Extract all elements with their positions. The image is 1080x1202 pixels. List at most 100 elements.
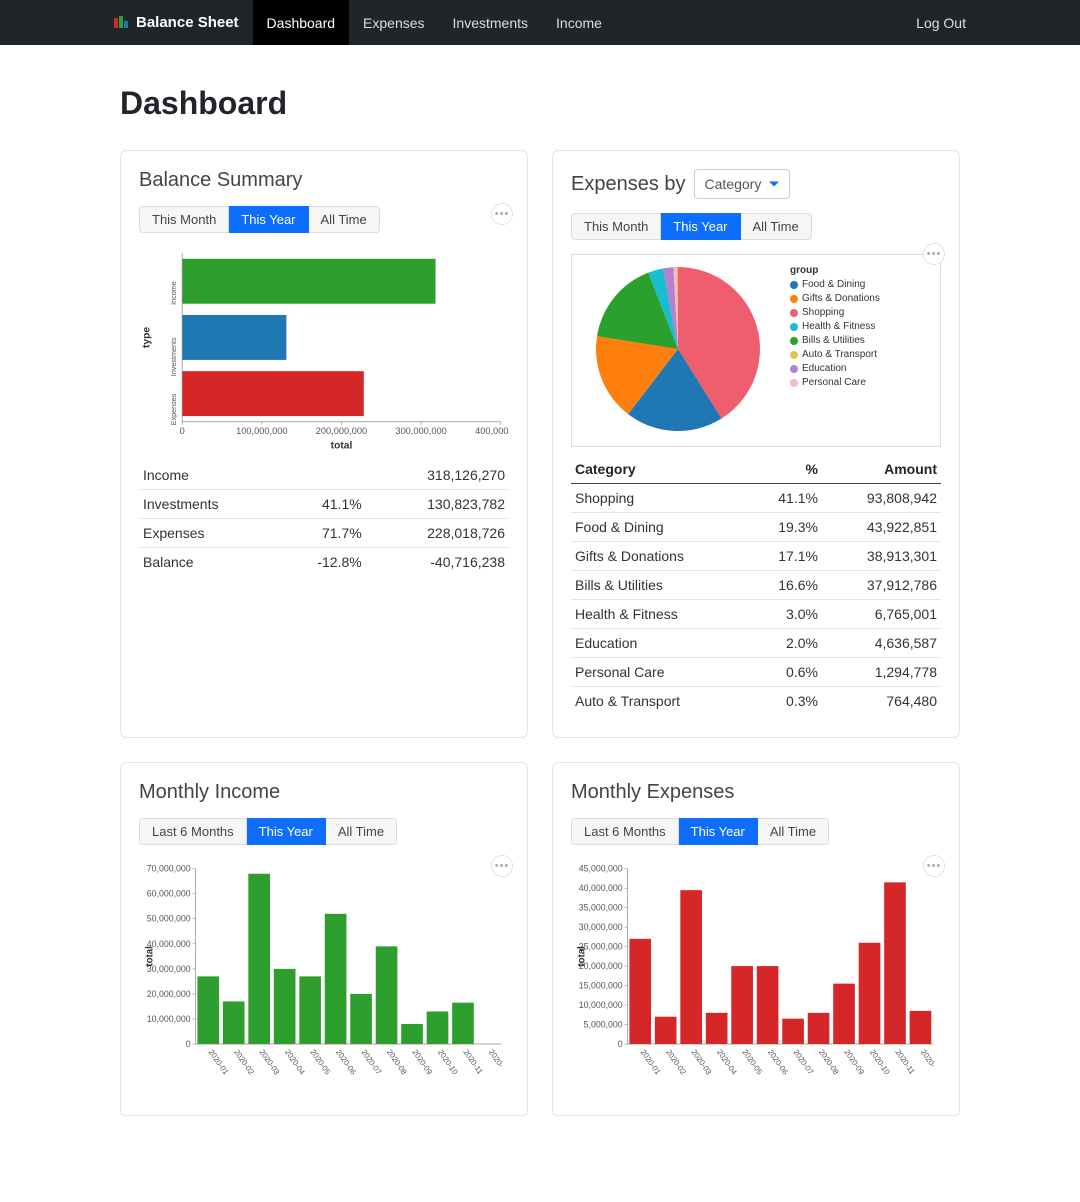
svg-text:45,000,000: 45,000,000	[579, 864, 623, 874]
logout-link[interactable]: Log Out	[902, 0, 980, 45]
more-icon[interactable]: •••	[491, 203, 513, 225]
filter-button[interactable]: All Time	[326, 818, 397, 845]
filter-button[interactable]: This Month	[571, 213, 661, 240]
expenses-by-card: Expenses by Category This MonthThis Year…	[552, 150, 960, 738]
svg-text:2020-08: 2020-08	[385, 1048, 409, 1077]
expenses-by-title: Expenses by	[571, 173, 686, 196]
table-row: Income318,126,270	[139, 461, 509, 490]
legend-item: Education	[790, 362, 880, 376]
table-row: Gifts & Donations17.1%38,913,301	[571, 542, 941, 571]
legend-item: Health & Fitness	[790, 320, 880, 334]
filter-button[interactable]: All Time	[309, 206, 380, 233]
svg-text:2020-04: 2020-04	[715, 1048, 739, 1077]
svg-text:2020-07: 2020-07	[791, 1048, 815, 1077]
filter-button[interactable]: All Time	[758, 818, 829, 845]
monthly-income-filter-group: Last 6 MonthsThis YearAll Time	[139, 818, 397, 845]
navbar: Balance Sheet DashboardExpensesInvestmen…	[0, 0, 1080, 45]
balance-bar-chart: IncomeInvestmentsExpenses0100,000,000200…	[139, 247, 509, 453]
svg-text:15,000,000: 15,000,000	[579, 980, 623, 990]
table-row: Expenses71.7%228,018,726	[139, 518, 509, 547]
svg-text:70,000,000: 70,000,000	[147, 864, 191, 874]
more-icon[interactable]: •••	[491, 855, 513, 877]
svg-text:40,000,000: 40,000,000	[579, 883, 623, 893]
legend-item: Shopping	[790, 306, 880, 320]
legend-item: Personal Care	[790, 376, 880, 390]
svg-text:2020-11: 2020-11	[461, 1048, 484, 1076]
svg-text:Investments: Investments	[169, 337, 178, 376]
svg-text:2020-09: 2020-09	[410, 1048, 434, 1077]
svg-text:2020-05: 2020-05	[308, 1048, 332, 1077]
svg-text:400,000,000: 400,000,000	[475, 426, 509, 436]
table-row: Bills & Utilities16.6%37,912,786	[571, 571, 941, 600]
svg-text:2020-07: 2020-07	[359, 1048, 383, 1077]
balance-table: Income318,126,270Investments41.1%130,823…	[139, 461, 509, 576]
svg-text:2020-10: 2020-10	[868, 1048, 892, 1077]
svg-text:2020-01: 2020-01	[207, 1048, 231, 1077]
expenses-pie-chart	[578, 259, 778, 442]
svg-text:0: 0	[180, 426, 185, 436]
monthly-expenses-card: Monthly Expenses Last 6 MonthsThis YearA…	[552, 762, 960, 1116]
expenses-category-select[interactable]: Category	[694, 169, 791, 199]
monthly-income-chart: 010,000,00020,000,00030,000,00040,000,00…	[139, 859, 509, 1093]
filter-button[interactable]: All Time	[741, 213, 812, 240]
table-row: Food & Dining19.3%43,922,851	[571, 513, 941, 542]
monthly-expenses-title: Monthly Expenses	[571, 781, 941, 804]
svg-text:2020-03: 2020-03	[690, 1048, 714, 1077]
svg-text:200,000,000: 200,000,000	[316, 426, 367, 436]
nav-link-investments[interactable]: Investments	[439, 0, 542, 45]
svg-text:300,000,000: 300,000,000	[395, 426, 446, 436]
more-icon[interactable]: •••	[923, 243, 945, 265]
nav-link-expenses[interactable]: Expenses	[349, 0, 438, 45]
filter-button[interactable]: This Year	[247, 818, 326, 845]
balance-summary-title: Balance Summary	[139, 169, 509, 192]
svg-text:20,000,000: 20,000,000	[147, 989, 191, 999]
svg-text:2020-08: 2020-08	[817, 1048, 841, 1077]
svg-text:30,000,000: 30,000,000	[579, 922, 623, 932]
monthly-expenses-filter-group: Last 6 MonthsThis YearAll Time	[571, 818, 829, 845]
filter-button[interactable]: This Year	[229, 206, 308, 233]
svg-text:10,000,000: 10,000,000	[147, 1014, 191, 1024]
filter-button[interactable]: This Month	[139, 206, 229, 233]
brand-label: Balance Sheet	[136, 14, 239, 31]
page-title: Dashboard	[120, 85, 960, 122]
svg-text:Expenses: Expenses	[169, 393, 178, 425]
svg-text:100,000,000: 100,000,000	[236, 426, 287, 436]
legend-item: Food & Dining	[790, 278, 880, 292]
svg-text:total: total	[577, 946, 588, 967]
svg-text:2020-02: 2020-02	[232, 1048, 256, 1077]
monthly-income-card: Monthly Income Last 6 MonthsThis YearAll…	[120, 762, 528, 1116]
filter-button[interactable]: Last 6 Months	[571, 818, 679, 845]
svg-text:2020-10: 2020-10	[436, 1048, 460, 1077]
balance-filter-group: This MonthThis YearAll Time	[139, 206, 380, 233]
filter-button[interactable]: This Year	[679, 818, 758, 845]
balance-summary-card: Balance Summary This MonthThis YearAll T…	[120, 150, 528, 738]
svg-text:2020-09: 2020-09	[842, 1048, 866, 1077]
nav-link-income[interactable]: Income	[542, 0, 616, 45]
more-icon[interactable]: •••	[923, 855, 945, 877]
table-row: Personal Care0.6%1,294,778	[571, 658, 941, 687]
filter-button[interactable]: Last 6 Months	[139, 818, 247, 845]
brand-icon	[114, 16, 128, 30]
svg-text:50,000,000: 50,000,000	[147, 914, 191, 924]
brand[interactable]: Balance Sheet	[100, 14, 253, 31]
svg-text:2020-11: 2020-11	[893, 1048, 916, 1076]
table-row: Education2.0%4,636,587	[571, 629, 941, 658]
svg-text:60,000,000: 60,000,000	[147, 889, 191, 899]
svg-text:total: total	[145, 946, 156, 967]
monthly-income-title: Monthly Income	[139, 781, 509, 804]
legend-item: Bills & Utilities	[790, 334, 880, 348]
svg-text:total: total	[331, 440, 353, 451]
expenses-pie-legend: groupFood & DiningGifts & DonationsShopp…	[790, 259, 880, 442]
svg-text:10,000,000: 10,000,000	[579, 1000, 623, 1010]
table-row: Investments41.1%130,823,782	[139, 489, 509, 518]
svg-text:2020-: 2020-	[919, 1048, 938, 1070]
svg-text:2020-06: 2020-06	[334, 1048, 358, 1077]
filter-button[interactable]: This Year	[661, 213, 740, 240]
svg-text:2020-06: 2020-06	[766, 1048, 790, 1077]
svg-text:5,000,000: 5,000,000	[584, 1019, 623, 1029]
svg-text:2020-04: 2020-04	[283, 1048, 307, 1077]
nav-link-dashboard[interactable]: Dashboard	[253, 0, 350, 45]
table-row: Auto & Transport0.3%764,480	[571, 687, 941, 716]
table-row: Shopping41.1%93,808,942	[571, 484, 941, 513]
svg-text:2020-05: 2020-05	[740, 1048, 764, 1077]
